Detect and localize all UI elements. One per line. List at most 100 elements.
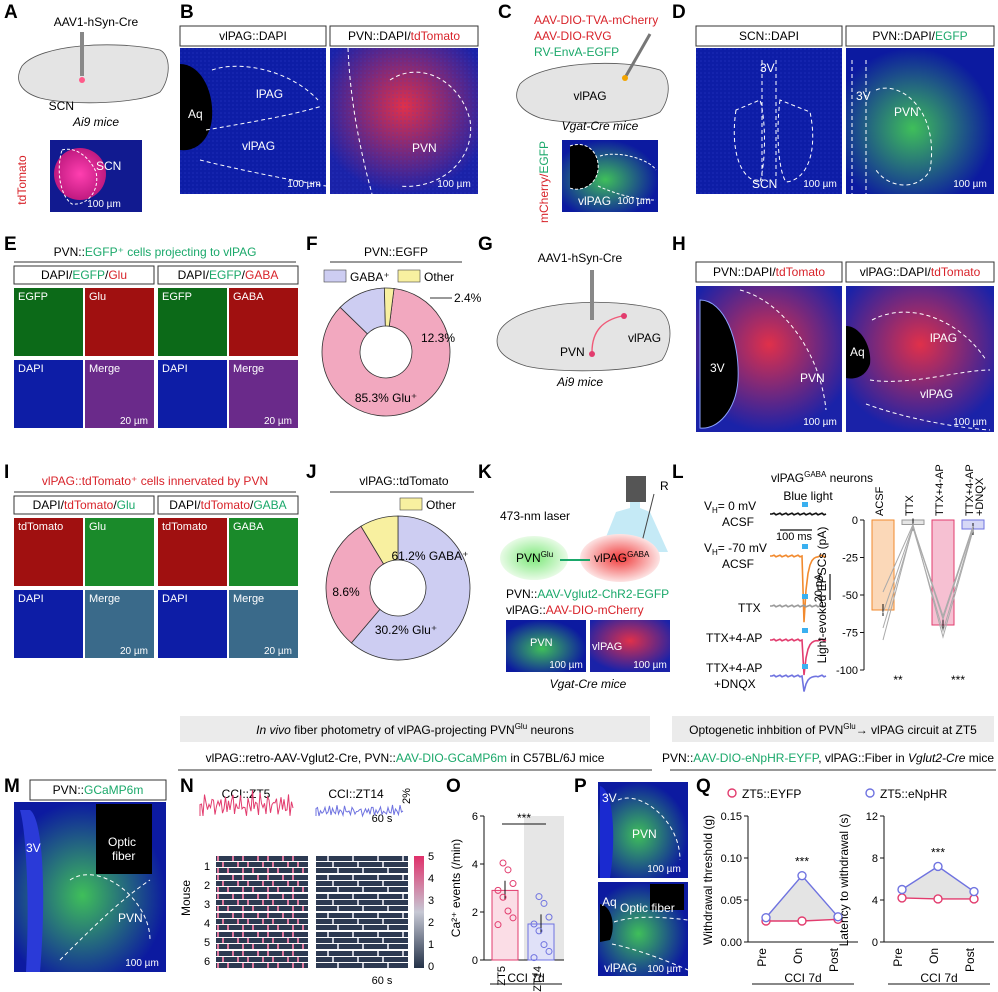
- b-header-right-box: [329, 25, 479, 47]
- a-scn-signal: [54, 148, 106, 200]
- heat-event: [377, 913, 379, 918]
- i-s1: 20 µm: [120, 646, 148, 657]
- h-aq: [846, 326, 871, 379]
- heat-event: [222, 957, 224, 962]
- heat-row: [216, 951, 308, 956]
- c-img-label: vlPAG: [578, 194, 611, 208]
- c-target: vlPAG: [573, 89, 606, 103]
- heat-event: [272, 862, 274, 867]
- n-row-label: 3: [204, 899, 210, 911]
- heat-event: [292, 868, 294, 873]
- e-c7: DAPI: [162, 363, 188, 375]
- n-cbar-tick: 5: [428, 851, 434, 863]
- l-ytick-label: 0: [852, 515, 858, 527]
- heat-event: [267, 894, 269, 899]
- m-pvn-outline: [59, 874, 151, 961]
- heat-event: [237, 881, 239, 886]
- q-group: CCI 7d: [784, 971, 821, 985]
- heat-event: [357, 900, 359, 905]
- l-ytick-label: -50: [842, 590, 858, 602]
- panel-label-m: M: [4, 776, 20, 797]
- e-title: PVN::EGFP⁺ cells projecting to vlPAG: [54, 245, 257, 259]
- heat-event: [242, 913, 244, 918]
- heat-event: [217, 932, 219, 937]
- h-header-left-box: [695, 261, 843, 283]
- l-t5b: +DNQX: [714, 677, 756, 691]
- heat-row: [216, 906, 308, 911]
- h-header-right: vlPAG::DAPI/tdTomato: [860, 265, 981, 279]
- heat-event: [357, 862, 359, 867]
- q-ytick-label: 0: [872, 937, 878, 949]
- heat-event: [292, 925, 294, 930]
- q-point: [797, 870, 807, 881]
- heat-event: [252, 963, 254, 968]
- heat-event: [297, 862, 299, 867]
- l-t2: VH= -70 mV: [704, 541, 767, 557]
- heat-event: [277, 944, 279, 949]
- o-ytick-label: 2: [472, 907, 478, 919]
- h-header-left: PVN::DAPI/tdTomato: [713, 265, 825, 279]
- k-s2: 100 µm: [633, 660, 667, 671]
- heat-event: [257, 894, 259, 899]
- p-pvn-outline: [617, 797, 681, 861]
- h-pvn-label: PVN: [800, 371, 825, 385]
- blue-light-marker: [802, 594, 808, 599]
- heat-event: [277, 887, 279, 892]
- heat-row: [316, 932, 408, 937]
- n-cbar-tick: 2: [428, 917, 434, 929]
- heat-event: [382, 957, 384, 962]
- heat-row: [316, 913, 408, 918]
- heat-event: [242, 856, 244, 861]
- panel-label-a: A: [4, 2, 18, 23]
- heat-event: [242, 932, 244, 937]
- heat-event: [287, 957, 289, 962]
- heat-event: [252, 906, 254, 911]
- heat-event: [387, 925, 389, 930]
- q-ytick-label: 0.15: [721, 811, 742, 823]
- g-virus: AAV1-hSyn-Cre: [538, 251, 623, 265]
- o-bar: [491, 889, 519, 961]
- n-ylabel: Mouse: [179, 880, 193, 916]
- g-syringe: [590, 270, 594, 320]
- heat-event: [302, 868, 304, 873]
- heat-row: [216, 932, 308, 937]
- o-ytick-label: 6: [472, 811, 478, 823]
- q-point: [761, 912, 771, 923]
- heat-event: [377, 875, 379, 880]
- c-virus-3: RV-EnvA-EGFP: [534, 45, 619, 59]
- o-point: [494, 921, 502, 929]
- q-ytick-label: 4: [872, 895, 878, 907]
- b-aq-label: Aq: [188, 107, 203, 121]
- k-i2: vlPAG: [592, 641, 622, 653]
- l-bar-chart: 0 -25 -50 -75 -100 Light-evoked EPSCs (pA) ACS…: [815, 464, 986, 687]
- k-pvn: PVNGlu: [516, 550, 553, 565]
- heat-event: [337, 887, 339, 892]
- n-l2: CCI::ZT14: [328, 787, 384, 801]
- heat-event: [262, 881, 264, 886]
- heat-event: [237, 900, 239, 905]
- heat-event: [267, 925, 269, 930]
- o-group: CCI 7d: [507, 971, 544, 985]
- heat-event: [302, 887, 304, 892]
- heat-event: [247, 938, 249, 943]
- p-boundaries: [611, 916, 689, 971]
- a-virus: AAV1-hSyn-Cre: [54, 15, 139, 29]
- heat-event: [232, 856, 234, 861]
- j-leg1: Other: [426, 498, 456, 512]
- l-paired-line: [882, 524, 974, 641]
- k-rec: R: [660, 479, 669, 493]
- i-img-merge2: [229, 590, 298, 658]
- heat-event: [267, 913, 269, 918]
- n-row-label: 1: [204, 861, 210, 873]
- l-ytick-label: -25: [842, 553, 858, 565]
- panel-label-j: J: [306, 462, 317, 483]
- g-mouse: Ai9 mice: [556, 375, 603, 389]
- f-pie: 85.3% Glu⁺ 12.3% 2.4%: [321, 287, 482, 417]
- o-point: [499, 859, 507, 867]
- l-cat-label: ACSF: [874, 486, 886, 516]
- heat-event: [362, 906, 364, 911]
- h-3v: [699, 299, 739, 429]
- heat-event: [222, 862, 224, 867]
- heat-row: [216, 875, 308, 880]
